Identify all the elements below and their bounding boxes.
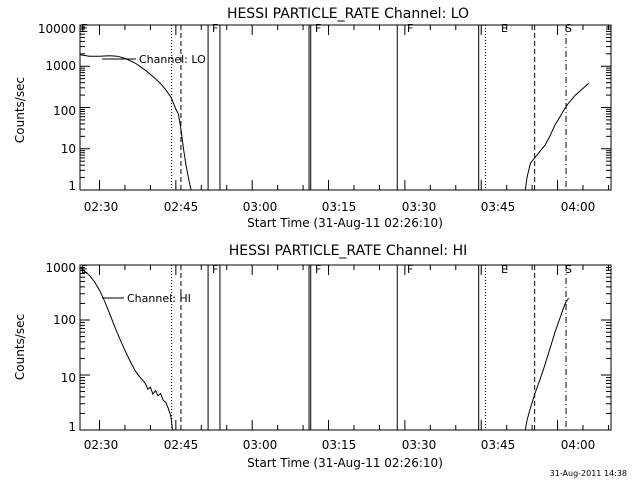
y-tick-label: 1000 bbox=[45, 261, 76, 275]
y-tick-label: 1000 bbox=[45, 59, 76, 73]
legend: Channel: LO bbox=[102, 53, 206, 66]
x-axis-label: Start Time (31-Aug-11 02:26:10) bbox=[247, 216, 443, 230]
annotation-label: E bbox=[501, 22, 508, 35]
x-tick-labels: 02:30 02:45 03:00 03:15 03:30 03:45 04:0… bbox=[84, 200, 596, 214]
panel-lo: HESSI PARTICLE_RATE Channel: LO Counts/s… bbox=[13, 6, 595, 230]
plot-area bbox=[79, 264, 612, 431]
annotation-label: E bbox=[501, 263, 508, 276]
x-tick-label: 03:45 bbox=[481, 200, 516, 214]
y-tick-label: 100 bbox=[53, 104, 76, 118]
series-line bbox=[79, 267, 570, 431]
footer-date: 31-Aug-2011 14:38 bbox=[550, 469, 627, 478]
y-tick-label: 10000 bbox=[38, 22, 76, 36]
chart-title: HESSI PARTICLE_RATE Channel: HI bbox=[229, 243, 467, 259]
x-tick-label: 03:00 bbox=[243, 438, 278, 452]
plot-area bbox=[79, 24, 612, 191]
x-tick-label: 03:30 bbox=[402, 438, 437, 452]
y-axis-label: Counts/sec bbox=[13, 314, 27, 380]
x-tick-label: 03:15 bbox=[322, 438, 357, 452]
legend-label: Channel: HI bbox=[127, 292, 191, 305]
x-tick-label: 03:15 bbox=[322, 200, 357, 214]
chart-title: HESSI PARTICLE_RATE Channel: LO bbox=[227, 6, 469, 22]
y-tick-labels: 1 10 100 1000 bbox=[45, 261, 76, 434]
annotation-label: F bbox=[212, 22, 218, 35]
x-tick-label: 02:45 bbox=[164, 438, 199, 452]
legend: Channel: HI bbox=[102, 292, 191, 305]
y-tick-label: 100 bbox=[53, 313, 76, 327]
x-tick-label: 02:30 bbox=[84, 200, 119, 214]
x-tick-label: 02:30 bbox=[84, 438, 119, 452]
y-tick-label: 10 bbox=[61, 142, 76, 156]
panel-hi: HESSI PARTICLE_RATE Channel: HI Counts/s… bbox=[13, 243, 595, 470]
legend-label: Channel: LO bbox=[139, 53, 206, 66]
annotation-label: F bbox=[315, 22, 321, 35]
y-tick-label: 1 bbox=[68, 420, 76, 434]
y-tick-label: 1 bbox=[68, 179, 76, 193]
annotation-label: S bbox=[565, 263, 572, 276]
x-tick-label: 04:00 bbox=[561, 200, 596, 214]
x-axis-label: Start Time (31-Aug-11 02:26:10) bbox=[247, 456, 443, 470]
x-tick-label: 04:00 bbox=[561, 438, 596, 452]
x-tick-label: 03:00 bbox=[243, 200, 278, 214]
axes-frame bbox=[79, 264, 612, 431]
x-tick-label: 02:45 bbox=[164, 200, 199, 214]
y-axis-label: Counts/sec bbox=[13, 77, 27, 143]
annotation-label: F bbox=[407, 263, 413, 276]
y-tick-labels: 1 10 100 1000 10000 bbox=[38, 22, 76, 193]
annotation-label: E bbox=[81, 263, 88, 276]
x-tick-label: 03:30 bbox=[402, 200, 437, 214]
y-tick-label: 10 bbox=[61, 371, 76, 385]
annotation-label: F bbox=[212, 263, 218, 276]
annotation-label: F bbox=[315, 263, 321, 276]
series-line bbox=[79, 54, 590, 191]
annotation-label: S bbox=[565, 22, 572, 35]
event-annotations: E F F F E S bbox=[81, 263, 572, 276]
x-tick-label: 03:45 bbox=[481, 438, 516, 452]
x-tick-labels: 02:30 02:45 03:00 03:15 03:30 03:45 04:0… bbox=[84, 438, 596, 452]
annotation-label: F bbox=[407, 22, 413, 35]
